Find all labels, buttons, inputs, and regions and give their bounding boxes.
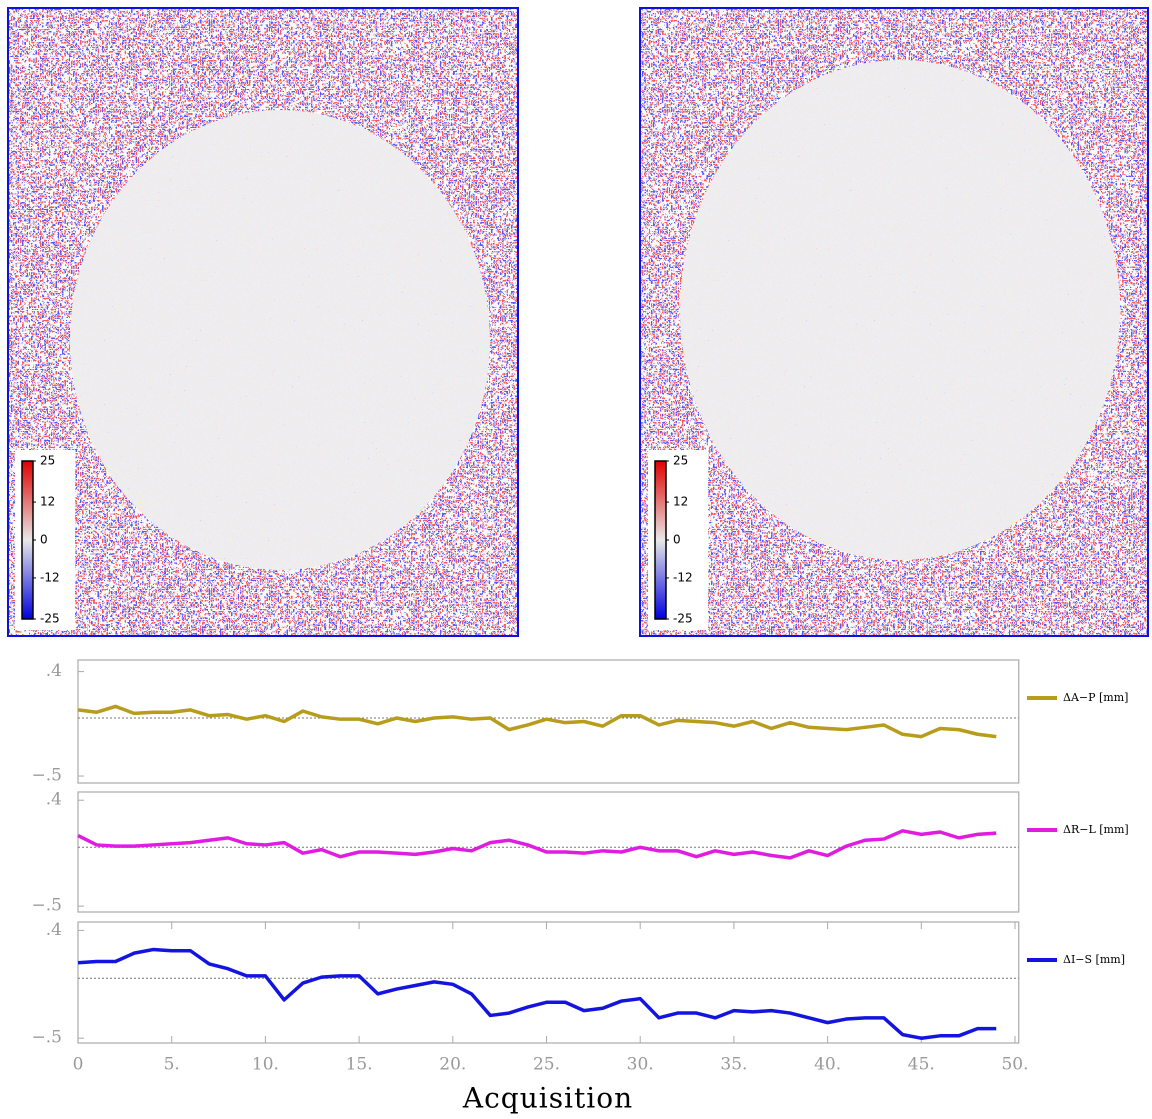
x-tick-label: 40. bbox=[814, 1055, 841, 1075]
colorbar-tick-label: -25 bbox=[40, 612, 60, 626]
y-tick-label: .4 bbox=[46, 661, 62, 681]
x-tick-label: 45. bbox=[908, 1055, 935, 1075]
x-tick-label: 30. bbox=[627, 1055, 654, 1075]
legend-label: ΔI−S [mm] bbox=[1063, 953, 1125, 966]
y-tick-label: −.5 bbox=[32, 896, 62, 916]
series-line bbox=[77, 829, 997, 860]
phase-image bbox=[639, 7, 1149, 637]
x-tick-label: 50. bbox=[1001, 1055, 1028, 1075]
image-border bbox=[639, 7, 1149, 637]
x-tick-label: 35. bbox=[720, 1055, 747, 1075]
colorbar bbox=[654, 460, 667, 620]
colorbar bbox=[21, 460, 34, 620]
colorbar-tick-label: -25 bbox=[673, 612, 693, 626]
image-border bbox=[7, 7, 519, 637]
series-line bbox=[77, 704, 997, 739]
plot-frame bbox=[77, 791, 1020, 913]
y-tick-label: .4 bbox=[46, 790, 62, 810]
x-tick-label: 10. bbox=[252, 1055, 279, 1075]
series-line bbox=[77, 947, 997, 1040]
x-tick-label: 20. bbox=[439, 1055, 466, 1075]
x-axis-label: Acquisition bbox=[462, 1082, 633, 1115]
colorbar-tick-label: 0 bbox=[40, 533, 48, 547]
colorbar-tick-label: -12 bbox=[40, 570, 60, 584]
x-tick-label: 15. bbox=[346, 1055, 373, 1075]
y-tick-label: −.5 bbox=[32, 1028, 62, 1048]
y-tick-label: −.5 bbox=[32, 766, 62, 786]
y-tick-label: .4 bbox=[46, 920, 62, 940]
x-tick-label: 25. bbox=[533, 1055, 560, 1075]
colorbar-tick-label: 25 bbox=[673, 454, 688, 468]
colorbar-tick-label: -12 bbox=[673, 570, 693, 584]
colorbar-tick-label: 12 bbox=[673, 495, 688, 509]
image-brain bbox=[70, 110, 490, 570]
plot-frame bbox=[77, 659, 1020, 784]
x-tick-label: 5. bbox=[164, 1055, 180, 1075]
colorbar-tick-label: 0 bbox=[673, 533, 681, 547]
phase-image bbox=[7, 7, 519, 637]
colorbar-tick-label: 12 bbox=[40, 495, 55, 509]
legend-label: ΔR−L [mm] bbox=[1063, 823, 1129, 836]
x-tick-label: 0 bbox=[73, 1055, 84, 1075]
legend-label: ΔA−P [mm] bbox=[1063, 691, 1128, 704]
colorbar-tick-label: 25 bbox=[40, 454, 55, 468]
image-brain bbox=[680, 60, 1120, 560]
plot-frame bbox=[77, 921, 1020, 1044]
